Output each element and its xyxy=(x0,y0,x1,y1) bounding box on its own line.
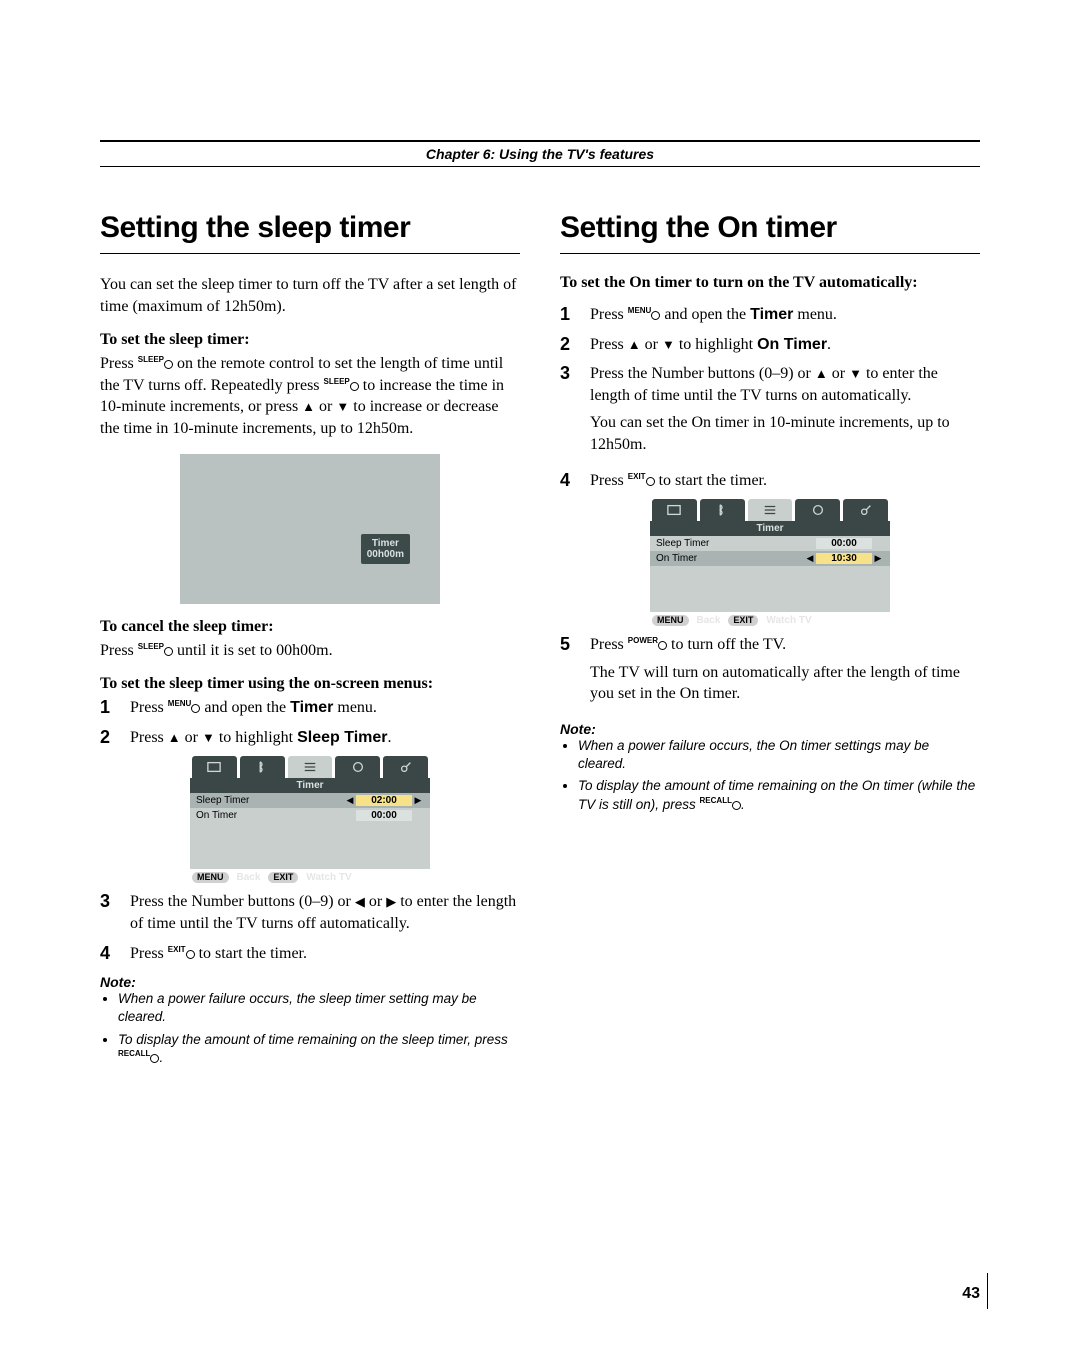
left-heading: Setting the sleep timer xyxy=(100,211,520,254)
osd-footer: MENUBack EXITWatch TV xyxy=(190,869,430,883)
left-menu-osd: Timer Sleep Timer ◀ 02:00 ▶ On Timer 00:… xyxy=(190,756,430,883)
osd-tab-lock-icon xyxy=(383,756,428,778)
left-notes: When a power failure occurs, the sleep t… xyxy=(100,990,520,1067)
osd-tab-setup-icon xyxy=(795,499,840,521)
osd-tab-picture-icon xyxy=(652,499,697,521)
osd-tab-audio-icon xyxy=(240,756,285,778)
list-item: To display the amount of time remaining … xyxy=(118,1031,520,1067)
left-step-3: 3 Press the Number buttons (0–9) or ◀ or… xyxy=(100,891,520,934)
button-circle-icon xyxy=(164,360,173,369)
up-arrow-icon: ▲ xyxy=(302,399,315,414)
osd-tab-audio-icon xyxy=(700,499,745,521)
list-item: To display the amount of time remaining … xyxy=(578,777,980,813)
right-note-head: Note: xyxy=(560,721,980,737)
left-note-head: Note: xyxy=(100,974,520,990)
osd-tab-picture-icon xyxy=(192,756,237,778)
left-sub1: To set the sleep timer: xyxy=(100,331,520,349)
left-step-2: 2 Press ▲ or ▼ to highlight Sleep Timer. xyxy=(100,727,520,749)
right-step-2: 2 Press ▲ or ▼ to highlight On Timer. xyxy=(560,334,980,356)
osd-tab-setup-icon xyxy=(335,756,380,778)
osd-tab-timer-icon xyxy=(748,499,793,521)
list-item: When a power failure occurs, the sleep t… xyxy=(118,990,520,1026)
right-column: Setting the On timer To set the On timer… xyxy=(560,211,980,1071)
page-rule xyxy=(987,1273,988,1309)
osd-tab-row xyxy=(190,756,430,778)
right-sub1: To set the On timer to turn on the TV au… xyxy=(560,274,980,292)
right-step-3: 3 Press the Number buttons (0–9) or ▲ or… xyxy=(560,363,980,461)
left-step-4: 4 Press EXIT to start the timer. xyxy=(100,943,520,965)
right-step-1: 1 Press MENU and open the Timer menu. xyxy=(560,304,980,326)
osd-row-on-timer: On Timer ◀ 10:30 ▶ xyxy=(650,551,890,566)
right-heading: Setting the On timer xyxy=(560,211,980,254)
sleep-osd-badge: Timer 00h00m xyxy=(361,534,410,564)
down-arrow-icon: ▼ xyxy=(336,399,349,414)
osd-row-on-timer: On Timer 00:00 xyxy=(190,808,430,823)
osd-row-sleep-timer: Sleep Timer 00:00 xyxy=(650,536,890,551)
sleep-osd-screenshot: Timer 00h00m xyxy=(180,454,440,604)
right-step-4: 4 Press EXIT to start the timer. xyxy=(560,470,980,492)
list-item: When a power failure occurs, the On time… xyxy=(578,737,980,773)
sleep-button-label: SLEEP xyxy=(138,355,164,364)
page-number: 43 xyxy=(962,1285,980,1303)
right-arrow-icon: ▶ xyxy=(412,795,424,806)
right-step-5: 5 Press POWER to turn off the TV. The TV… xyxy=(560,634,980,711)
two-column-layout: Setting the sleep timer You can set the … xyxy=(100,211,980,1071)
chapter-header: Chapter 6: Using the TV's features xyxy=(100,140,980,167)
osd-row-sleep-timer: Sleep Timer ◀ 02:00 ▶ xyxy=(190,793,430,808)
right-notes: When a power failure occurs, the On time… xyxy=(560,737,980,814)
left-para2: Press SLEEP until it is set to 00h00m. xyxy=(100,640,520,662)
osd-tab-timer-icon xyxy=(288,756,333,778)
left-arrow-icon: ◀ xyxy=(344,795,356,806)
osd-tab-lock-icon xyxy=(843,499,888,521)
right-menu-osd: Timer Sleep Timer 00:00 On Timer ◀ 10:30… xyxy=(650,499,890,626)
left-sub3: To set the sleep timer using the on-scre… xyxy=(100,675,520,693)
left-step-1: 1 Press MENU and open the Timer menu. xyxy=(100,697,520,719)
left-sub2: To cancel the sleep timer: xyxy=(100,618,520,636)
left-para1: Press SLEEP on the remote control to set… xyxy=(100,353,520,439)
left-intro: You can set the sleep timer to turn off … xyxy=(100,274,520,317)
left-column: Setting the sleep timer You can set the … xyxy=(100,211,520,1071)
